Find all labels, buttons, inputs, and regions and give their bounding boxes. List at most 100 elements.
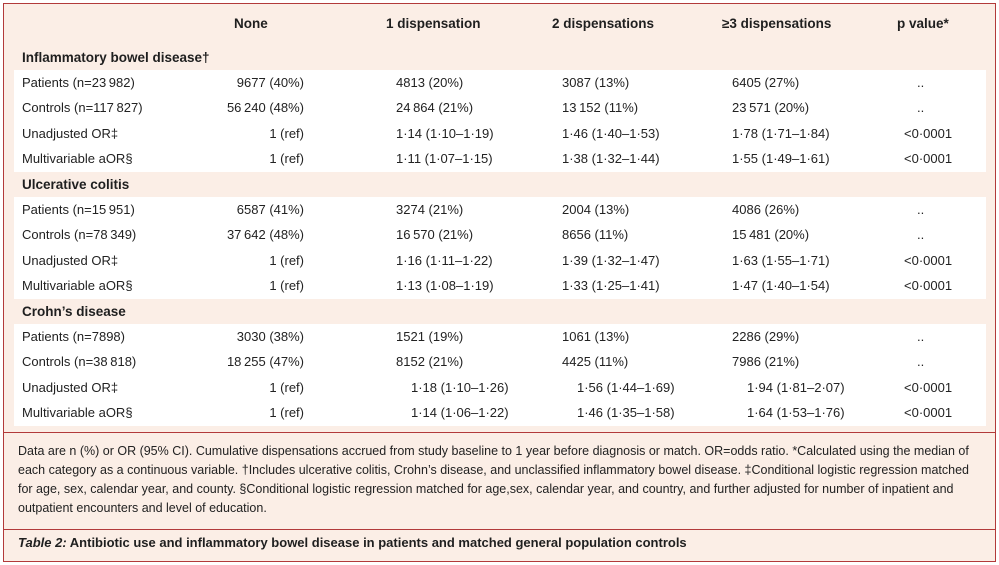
footnote-divider [4, 432, 995, 433]
table-caption: Table 2: Antibiotic use and inflammatory… [18, 535, 687, 550]
cell-3plus-dispensations: 15 481 (20%) [732, 227, 810, 242]
cell-1-dispensation: 1·16 (1·11–1·22) [396, 253, 493, 268]
cell-none: 18 255 (47%) [226, 354, 304, 369]
row-label: Multivariable aOR§ [22, 278, 133, 293]
cell-2-dispensations: 8656 (11%) [562, 227, 629, 242]
cell-1-dispensation: 1·11 (1·07–1·15) [396, 151, 493, 166]
cell-1-dispensation: 3274 (21%) [396, 202, 464, 217]
cell-2-dispensations: 2004 (13%) [562, 202, 630, 217]
cell-2-dispensations: 3087 (13%) [562, 75, 630, 90]
table-row: Unadjusted OR‡ 1 (ref) 1·14 (1·10–1·19) … [14, 121, 986, 146]
cell-p-value: .. [917, 75, 925, 90]
cell-none: 1 (ref) [269, 151, 304, 166]
cell-3plus-dispensations: 23 571 (20%) [732, 100, 810, 115]
section-title-crohns-disease: Crohn’s disease [4, 299, 995, 324]
cell-p-value: .. [917, 227, 925, 242]
cell-1-dispensation: 24 864 (21%) [396, 100, 474, 115]
caption-label: Table 2: [18, 535, 67, 550]
section-body-ulcerative-colitis: Patients (n=15 951) 6587 (41%) 3274 (21%… [14, 197, 986, 299]
table-row: Patients (n=15 951) 6587 (41%) 3274 (21%… [14, 197, 986, 222]
cell-3plus-dispensations: 1·64 (1·53–1·76) [747, 405, 845, 420]
table-row: Controls (n=78 349) 37 642 (48%) 16 570 … [14, 222, 986, 247]
cell-2-dispensations: 1·39 (1·32–1·47) [562, 253, 660, 268]
cell-1-dispensation: 4813 (20%) [396, 75, 464, 90]
table-frame: None 1 dispensation 2 dispensations ≥3 d… [3, 3, 996, 562]
cell-1-dispensation: 1·14 (1·10–1·19) [396, 126, 494, 141]
row-label: Unadjusted OR‡ [22, 253, 119, 268]
col-header-p-value: p value* [897, 16, 949, 31]
row-label: Unadjusted OR‡ [22, 380, 119, 395]
table-header: None 1 dispensation 2 dispensations ≥3 d… [4, 4, 995, 44]
cell-p-value: <0·0001 [904, 126, 953, 141]
table-row: Multivariable aOR§ 1 (ref) 1·14 (1·06–1·… [14, 400, 986, 425]
cell-none: 1 (ref) [269, 405, 304, 420]
cell-3plus-dispensations: 1·78 (1·71–1·84) [732, 126, 830, 141]
section-body-ibd: Patients (n=23 982) 9677 (40%) 4813 (20%… [14, 70, 986, 172]
caption-divider [4, 529, 995, 530]
cell-none: 37 642 (48%) [226, 227, 304, 242]
cell-1-dispensation: 1·13 (1·08–1·19) [396, 278, 494, 293]
table-row: Unadjusted OR‡ 1 (ref) 1·16 (1·11–1·22) … [14, 248, 986, 273]
table-row: Controls (n=117 827) 56 240 (48%) 24 864… [14, 95, 986, 120]
row-label: Multivariable aOR§ [22, 405, 133, 420]
cell-none: 1 (ref) [269, 278, 304, 293]
cell-none: 1 (ref) [269, 380, 304, 395]
row-label: Controls (n=117 827) [22, 100, 143, 115]
cell-2-dispensations: 1·33 (1·25–1·41) [562, 278, 660, 293]
cell-1-dispensation: 1521 (19%) [396, 329, 464, 344]
cell-p-value: .. [917, 100, 925, 115]
row-label: Multivariable aOR§ [22, 151, 133, 166]
cell-3plus-dispensations: 1·63 (1·55–1·71) [732, 253, 830, 268]
cell-3plus-dispensations: 1·94 (1·81–2·07) [747, 380, 845, 395]
row-label: Patients (n=23 982) [22, 75, 135, 90]
table-row: Patients (n=23 982) 9677 (40%) 4813 (20%… [14, 70, 986, 95]
col-header-none: None [234, 16, 268, 31]
section-body-crohns-disease: Patients (n=7898) 3030 (38%) 1521 (19%) … [14, 324, 986, 426]
row-label: Unadjusted OR‡ [22, 126, 119, 141]
col-header-1-dispensation: 1 dispensation [386, 16, 481, 31]
cell-p-value: <0·0001 [904, 151, 953, 166]
col-header-3plus-dispensations: ≥3 dispensations [722, 16, 832, 31]
cell-none: 56 240 (48%) [226, 100, 304, 115]
cell-2-dispensations: 1·38 (1·32–1·44) [562, 151, 660, 166]
col-header-2-dispensations: 2 dispensations [552, 16, 655, 31]
cell-none: 1 (ref) [269, 253, 304, 268]
cell-none: 3030 (38%) [236, 329, 304, 344]
cell-p-value: .. [917, 354, 925, 369]
section-title-ulcerative-colitis: Ulcerative colitis [4, 172, 995, 197]
cell-2-dispensations: 4425 (11%) [562, 354, 629, 369]
cell-1-dispensation: 16 570 (21%) [396, 227, 474, 242]
cell-3plus-dispensations: 4086 (26%) [732, 202, 800, 217]
table-row: Controls (n=38 818) 18 255 (47%) 8152 (2… [14, 349, 986, 374]
cell-1-dispensation: 1·14 (1·06–1·22) [411, 405, 509, 420]
table-row: Patients (n=7898) 3030 (38%) 1521 (19%) … [14, 324, 986, 349]
row-label: Controls (n=38 818) [22, 354, 137, 369]
cell-p-value: <0·0001 [904, 278, 953, 293]
table-footnote: Data are n (%) or OR (95% CI). Cumulativ… [18, 444, 969, 515]
cell-3plus-dispensations: 6405 (27%) [732, 75, 800, 90]
cell-1-dispensation: 8152 (21%) [396, 354, 464, 369]
row-label: Patients (n=7898) [22, 329, 125, 344]
cell-2-dispensations: 1061 (13%) [562, 329, 630, 344]
cell-3plus-dispensations: 1·55 (1·49–1·61) [732, 151, 830, 166]
cell-p-value: .. [917, 329, 925, 344]
caption-text: Antibiotic use and inflammatory bowel di… [66, 535, 687, 550]
table-row: Multivariable aOR§ 1 (ref) 1·13 (1·08–1·… [14, 273, 986, 298]
section-title-text: Inflammatory bowel disease† [22, 50, 210, 65]
cell-none: 1 (ref) [269, 126, 304, 141]
row-label: Patients (n=15 951) [22, 202, 135, 217]
cell-p-value: <0·0001 [904, 405, 953, 420]
cell-3plus-dispensations: 2286 (29%) [732, 329, 800, 344]
section-title-ibd: Inflammatory bowel disease† [4, 45, 995, 70]
cell-2-dispensations: 1·46 (1·40–1·53) [562, 126, 660, 141]
cell-p-value: <0·0001 [904, 253, 953, 268]
cell-3plus-dispensations: 7986 (21%) [732, 354, 800, 369]
section-title-text: Ulcerative colitis [22, 177, 130, 192]
row-label: Controls (n=78 349) [22, 227, 137, 242]
cell-1-dispensation: 1·18 (1·10–1·26) [411, 380, 509, 395]
cell-2-dispensations: 13 152 (11%) [562, 100, 639, 115]
section-title-text: Crohn’s disease [22, 304, 126, 319]
table-row: Multivariable aOR§ 1 (ref) 1·11 (1·07–1·… [14, 146, 986, 171]
cell-2-dispensations: 1·46 (1·35–1·58) [577, 405, 675, 420]
cell-p-value: <0·0001 [904, 380, 953, 395]
